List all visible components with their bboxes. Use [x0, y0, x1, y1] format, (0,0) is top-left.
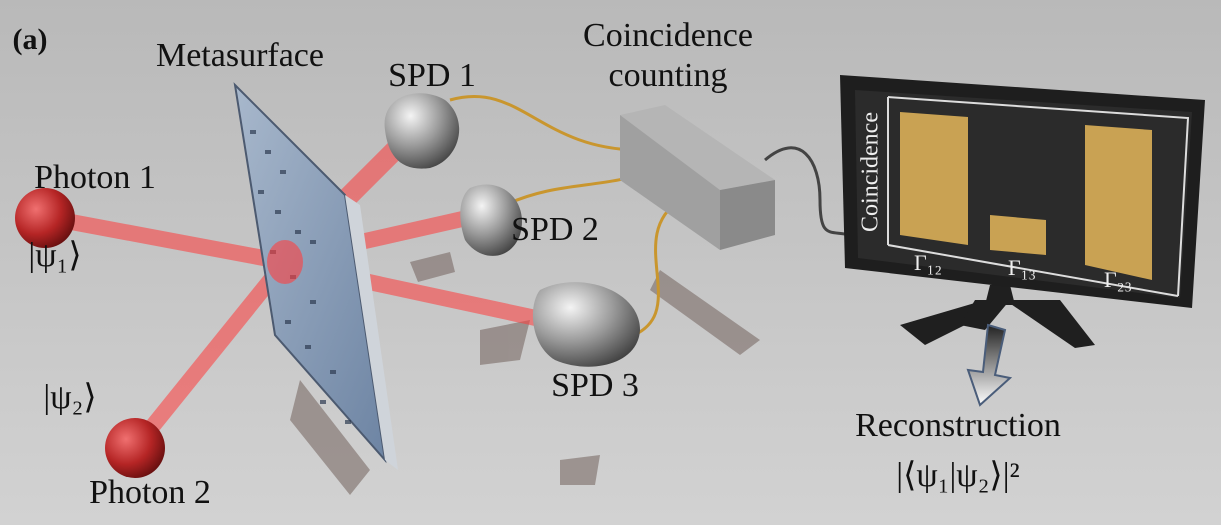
panel-label: (a): [13, 23, 48, 56]
bar-label: Γ₂₃: [1104, 267, 1132, 292]
monitor-axis-label: Coincidence: [858, 112, 884, 232]
bar-label: Γ₁₂: [914, 250, 942, 275]
label: counting: [609, 57, 728, 94]
spd-1: [385, 93, 460, 168]
photon-2: [105, 418, 165, 478]
label: Photon 2: [89, 474, 211, 511]
label: SPD 1: [388, 57, 476, 94]
label: |⟨ψ₁|ψ₂⟩|²: [896, 457, 1019, 494]
label: |ψ₂⟩: [43, 379, 96, 416]
label: Coincidence: [583, 17, 753, 54]
bar-label: Γ₁₃: [1008, 255, 1036, 280]
label: Photon 1: [34, 159, 156, 196]
figure: Coincidence Γ₁₂ Γ₁₃ Γ₂₃ (a) Metasurface …: [0, 0, 1221, 525]
label: SPD 3: [551, 367, 639, 404]
label: |ψ₁⟩: [28, 237, 81, 274]
page: Coincidence Γ₁₂ Γ₁₃ Γ₂₃ (a) Metasurface …: [0, 0, 1221, 525]
label: Reconstruction: [855, 407, 1061, 444]
label: SPD 2: [511, 211, 599, 248]
label: Metasurface: [156, 37, 324, 74]
beam-spot: [267, 240, 303, 284]
